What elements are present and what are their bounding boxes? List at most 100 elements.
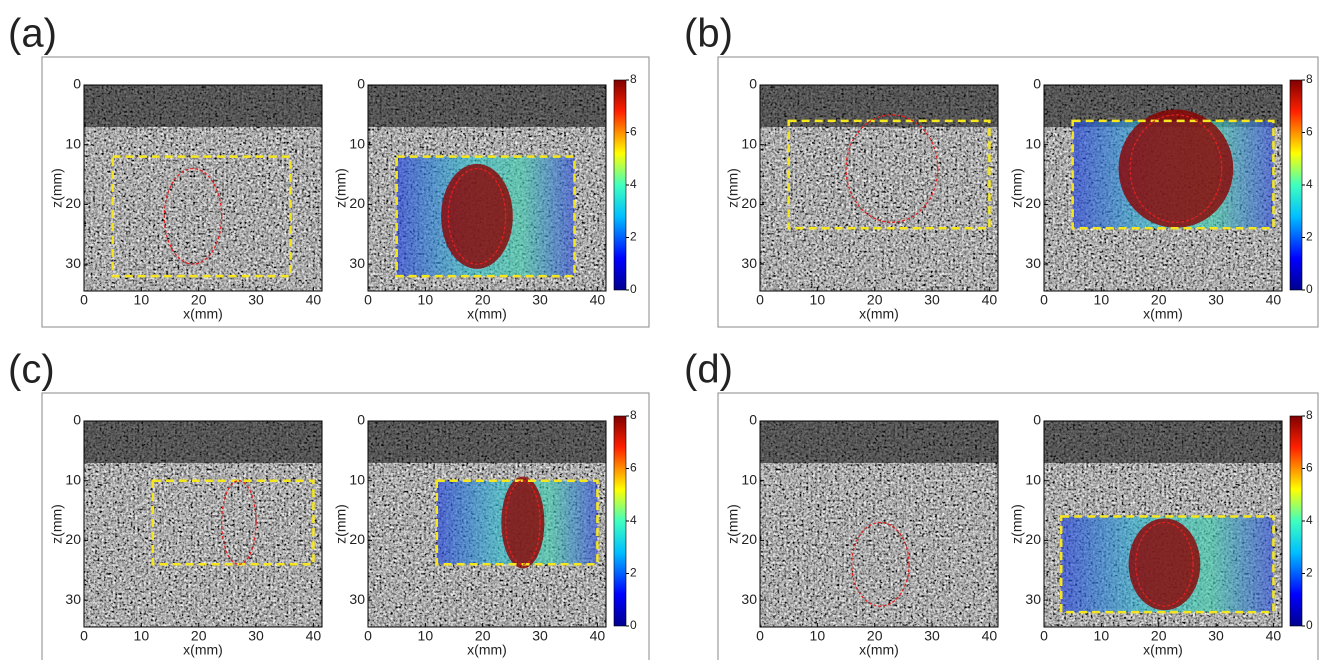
y-tick-label: 0 — [1033, 76, 1041, 92]
stiff-region — [441, 163, 513, 269]
axes-frame — [1043, 420, 1283, 628]
colorbar-tick-label: 6 — [1306, 125, 1313, 139]
x-tick-label: 10 — [134, 628, 150, 644]
y-axis-label: z(mm) — [1009, 504, 1025, 544]
x-tick-label: 10 — [418, 628, 434, 644]
x-tick-label: 30 — [924, 628, 940, 644]
y-tick-label: 30 — [1025, 591, 1041, 607]
roi-box — [111, 155, 292, 278]
y-axis-label: z(mm) — [725, 168, 741, 208]
stiff-region — [1118, 109, 1234, 228]
transducer-band — [84, 421, 322, 463]
y-tick-label: 30 — [65, 255, 81, 271]
colorbar-tick-label: 2 — [1306, 566, 1313, 580]
x-tick-label: 10 — [134, 292, 150, 308]
y-tick-label: 0 — [357, 76, 365, 92]
x-tick-label: 0 — [80, 628, 88, 644]
colorbar-tick-label: 4 — [630, 177, 637, 191]
y-tick-label: 20 — [65, 195, 81, 211]
x-tick-label: 40 — [982, 628, 998, 644]
x-tick-label: 20 — [1151, 628, 1167, 644]
lesion-contour — [504, 480, 541, 565]
y-tick-label: 20 — [741, 195, 757, 211]
colorbar-tick-label: 8 — [630, 72, 637, 86]
x-tick-label: 40 — [306, 628, 322, 644]
colorbar-tick-label: 8 — [630, 408, 637, 422]
transducer-band — [760, 421, 998, 463]
x-tick-label: 20 — [475, 292, 491, 308]
roi-box — [395, 155, 576, 278]
colorbar-tick-label: 6 — [630, 461, 637, 475]
colorbar — [1289, 415, 1303, 627]
y-tick-label: 20 — [349, 531, 365, 547]
x-tick-label: 40 — [1266, 292, 1282, 308]
colorbar-tick-label: 8 — [1306, 408, 1313, 422]
x-tick-label: 0 — [1040, 292, 1048, 308]
colorbar-tick-label: 0 — [1306, 282, 1313, 296]
x-tick-label: 30 — [1208, 292, 1224, 308]
colorbar-tick-label: 2 — [630, 566, 637, 580]
y-tick-label: 0 — [73, 412, 81, 428]
x-tick-label: 30 — [532, 628, 548, 644]
x-tick-label: 10 — [810, 292, 826, 308]
y-axis-label: z(mm) — [1009, 168, 1025, 208]
axes-frame — [759, 420, 999, 628]
y-tick-label: 30 — [741, 255, 757, 271]
x-tick-label: 20 — [191, 628, 207, 644]
y-tick-label: 20 — [741, 531, 757, 547]
x-axis-label: x(mm) — [1143, 642, 1183, 658]
x-tick-label: 20 — [1151, 292, 1167, 308]
panel-label: (d) — [684, 348, 733, 392]
x-tick-label: 20 — [867, 292, 883, 308]
y-tick-label: 10 — [65, 135, 81, 151]
colorbar-tick-label: 0 — [1306, 618, 1313, 632]
x-tick-label: 0 — [756, 292, 764, 308]
y-tick-label: 10 — [65, 471, 81, 487]
roi-box — [435, 479, 599, 566]
x-tick-label: 30 — [1208, 628, 1224, 644]
x-tick-label: 0 — [364, 628, 372, 644]
panel-frame — [717, 56, 1319, 328]
x-tick-label: 20 — [191, 292, 207, 308]
x-tick-label: 30 — [924, 292, 940, 308]
x-axis-label: x(mm) — [183, 642, 223, 658]
lesion-contour — [1135, 521, 1194, 607]
roi-box — [151, 479, 315, 566]
y-axis-label: z(mm) — [333, 504, 349, 544]
colorbar — [613, 415, 627, 627]
panel-label: (b) — [684, 12, 733, 56]
x-tick-label: 0 — [1040, 628, 1048, 644]
x-tick-label: 40 — [1266, 628, 1282, 644]
colorbar — [1289, 79, 1303, 291]
x-axis-label: x(mm) — [859, 642, 899, 658]
y-tick-label: 30 — [349, 255, 365, 271]
axes-frame — [83, 420, 323, 628]
colorbar-tick-label: 2 — [630, 230, 637, 244]
y-tick-label: 0 — [73, 76, 81, 92]
x-axis-label: x(mm) — [859, 306, 899, 322]
y-tick-label: 10 — [1025, 471, 1041, 487]
axes-frame — [367, 420, 607, 628]
x-axis-label: x(mm) — [1143, 306, 1183, 322]
colorbar-tick-label: 4 — [1306, 177, 1313, 191]
x-tick-label: 10 — [810, 628, 826, 644]
axes-frame — [1043, 84, 1283, 292]
y-tick-label: 20 — [1025, 531, 1041, 547]
colorbar — [613, 79, 627, 291]
y-axis-label: z(mm) — [725, 504, 741, 544]
axes-frame — [759, 84, 999, 292]
stiff-region — [501, 476, 545, 569]
x-tick-label: 40 — [306, 292, 322, 308]
x-tick-label: 20 — [475, 628, 491, 644]
x-tick-label: 20 — [867, 628, 883, 644]
lesion-contour — [851, 521, 910, 607]
x-tick-label: 30 — [532, 292, 548, 308]
x-tick-label: 30 — [248, 292, 264, 308]
x-axis-label: x(mm) — [183, 306, 223, 322]
y-tick-label: 30 — [65, 591, 81, 607]
y-axis-label: z(mm) — [333, 168, 349, 208]
y-tick-label: 20 — [65, 531, 81, 547]
transducer-band — [84, 85, 322, 127]
roi-box — [1059, 515, 1275, 614]
